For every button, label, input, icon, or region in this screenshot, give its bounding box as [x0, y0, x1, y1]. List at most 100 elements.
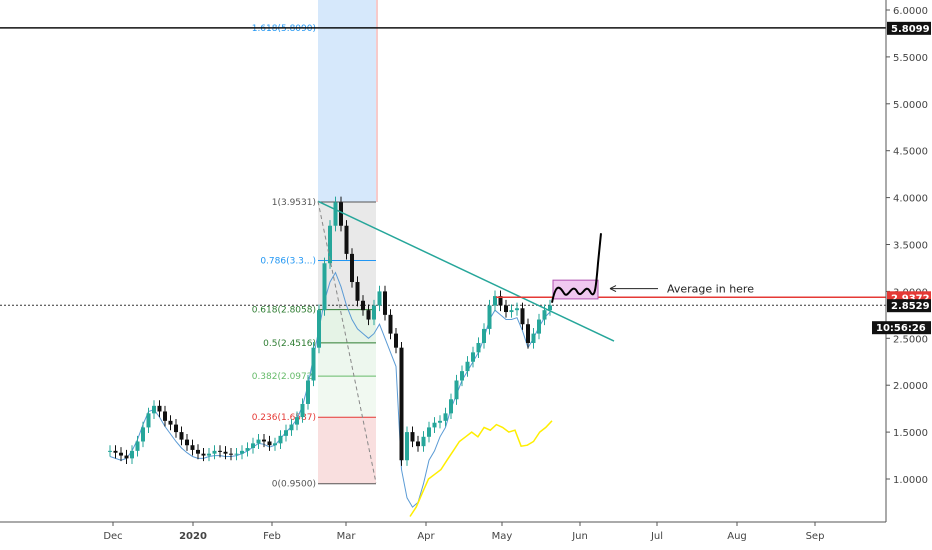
candle — [394, 333, 398, 348]
clock-tag-label: 10:56:26 — [876, 323, 926, 334]
candle — [438, 420, 442, 423]
candle — [493, 296, 497, 306]
candle — [300, 403, 305, 418]
time-tick-label: 2020 — [179, 531, 207, 542]
candle — [146, 413, 151, 428]
candle — [399, 347, 404, 461]
candle — [427, 427, 431, 437]
candle — [443, 413, 448, 421]
candle — [135, 441, 140, 451]
fib-level-label: 1(3.9531) — [272, 198, 316, 208]
annotation-arrowhead — [609, 285, 617, 293]
candle — [526, 324, 530, 343]
time-tick-label: Aug — [727, 531, 747, 542]
candle — [361, 300, 365, 311]
price-tick-label: 5.0000 — [893, 100, 928, 111]
candle — [229, 453, 233, 455]
candle — [289, 424, 294, 431]
time-tick-label: Mar — [337, 531, 357, 542]
price-tick-label: 6.0000 — [893, 6, 928, 17]
candle — [504, 305, 508, 313]
candle — [262, 439, 266, 442]
price-axis: 6.00005.50005.00004.50004.00003.50003.00… — [872, 0, 931, 522]
candle — [223, 451, 228, 454]
fib-level-label: 1.618(5.8090) — [252, 24, 316, 34]
candle — [509, 310, 514, 313]
fib-levels: 1.618(5.8090) 1(3.9531) 0.786(3.3...) 0.618… — [0, 24, 886, 490]
candle — [515, 308, 519, 311]
candle — [119, 452, 123, 456]
candle — [333, 202, 338, 226]
candle — [531, 333, 536, 343]
time-tick-label: Sep — [806, 531, 825, 542]
candle — [278, 435, 283, 444]
price-tick-label: 2.0000 — [893, 381, 928, 392]
candle — [476, 342, 481, 353]
candle — [537, 319, 541, 334]
candle — [388, 314, 393, 334]
candle — [190, 445, 195, 450]
candle — [322, 263, 327, 311]
fib-zone — [318, 376, 376, 418]
fib-zone — [318, 417, 376, 484]
candle — [432, 422, 437, 428]
candle — [366, 310, 371, 320]
candle — [498, 296, 503, 306]
price-tick-label: 1.0000 — [893, 475, 928, 486]
price-tag-label: 2.8529 — [891, 301, 930, 312]
drawings: Average in here — [317, 200, 886, 483]
fib-anchor-line — [317, 201, 377, 483]
candle — [460, 371, 464, 381]
time-tick-label: Dec — [103, 531, 122, 542]
time-tick-label: May — [492, 531, 513, 542]
candle — [465, 361, 470, 372]
candle — [350, 253, 354, 283]
price-tag-label: 5.8099 — [891, 24, 930, 35]
candle — [372, 305, 376, 320]
candle — [201, 453, 206, 456]
candle — [377, 291, 382, 306]
time-tick-label: Apr — [417, 531, 435, 542]
candle — [317, 310, 321, 348]
candle — [542, 310, 547, 320]
candle — [212, 450, 217, 454]
fib-level-label: 0.786(3.3...) — [260, 256, 316, 266]
price-tick-label: 4.5000 — [893, 147, 928, 158]
candle — [141, 427, 145, 442]
candle — [482, 328, 486, 343]
price-tick-label: 1.5000 — [893, 428, 928, 439]
candle — [471, 352, 475, 362]
candle — [548, 305, 552, 311]
price-tick-label: 3.5000 — [893, 241, 928, 252]
candle — [355, 282, 360, 301]
series-layer — [108, 196, 553, 517]
annotation-text: Average in here — [667, 283, 754, 296]
candle — [421, 436, 426, 447]
candle — [245, 448, 250, 451]
candle — [207, 453, 211, 456]
candle — [454, 380, 459, 400]
candle — [328, 225, 332, 264]
candle — [179, 432, 184, 440]
fib-level-label: 0(0.9500) — [272, 480, 316, 490]
candle — [234, 453, 239, 455]
candle — [163, 411, 167, 421]
candle — [487, 305, 492, 329]
candle — [273, 443, 277, 446]
candle — [168, 420, 173, 425]
price-tick-label: 5.5000 — [893, 53, 928, 64]
fib-extension-edge — [376, 0, 378, 202]
candle — [267, 441, 272, 446]
price-tag-label: 2.9372 — [891, 293, 930, 304]
candle — [174, 424, 178, 433]
candle — [295, 417, 299, 425]
candle — [339, 202, 343, 226]
fib-zone — [318, 260, 376, 310]
clock-tag — [872, 321, 931, 335]
candle — [152, 405, 156, 414]
projection-scribble — [551, 233, 602, 303]
fib-level-label: 0.236(1.6587) — [252, 413, 316, 423]
candle — [311, 347, 316, 381]
descending-trendline — [317, 200, 615, 342]
